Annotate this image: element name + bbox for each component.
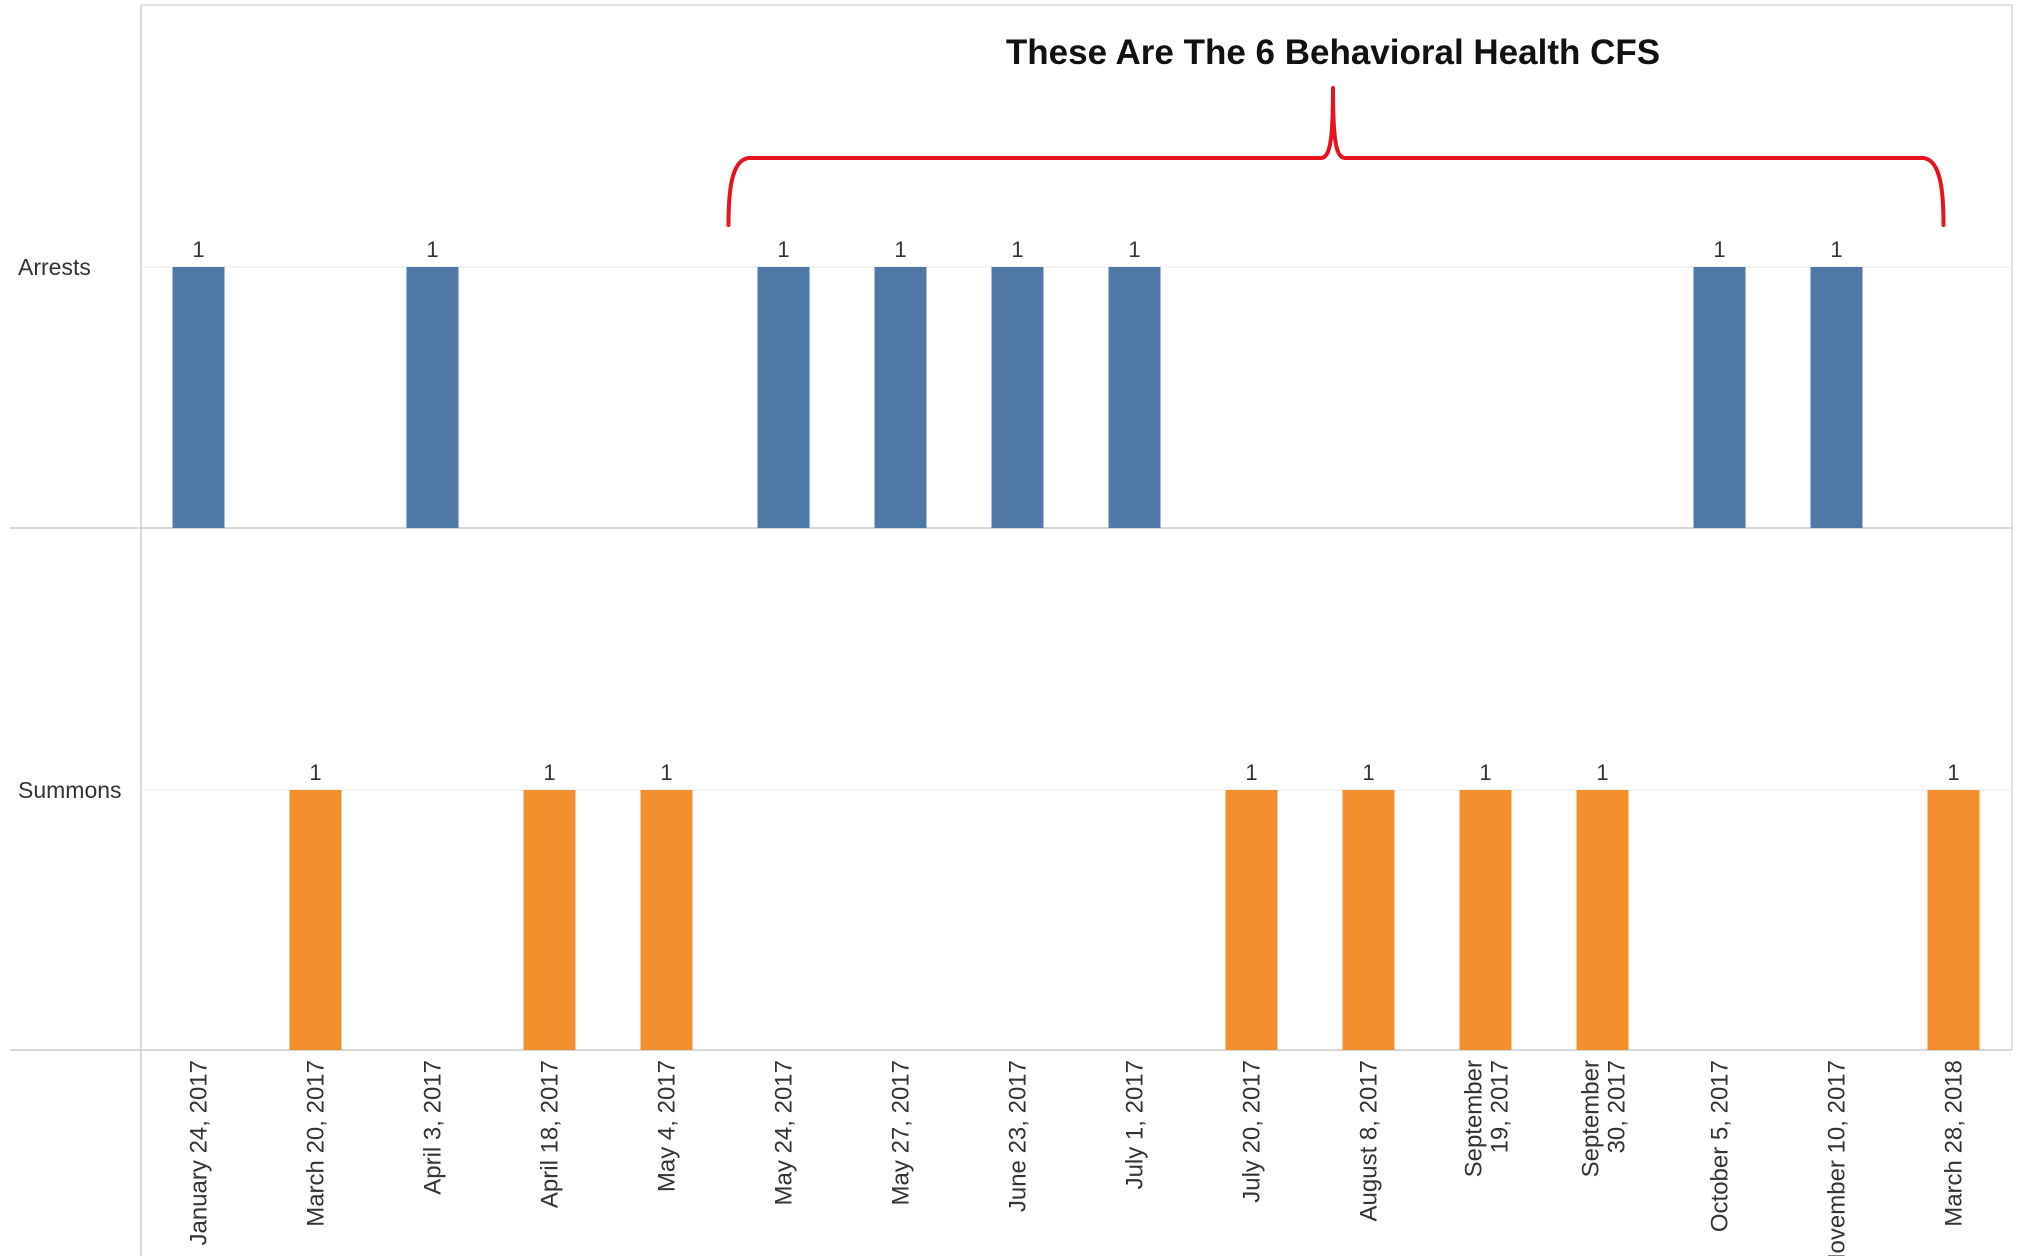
data-label-summons-september-19-2017: 1 (1479, 760, 1491, 785)
bar-summons-april-18-2017 (523, 790, 576, 1050)
bar-arrests-july-1-2017 (1108, 267, 1161, 528)
annotation-bracket (726, 86, 1946, 227)
bar-summons-august-8-2017 (1342, 790, 1395, 1050)
annotation-layer: These Are The 6 Behavioral Health CFS (726, 33, 1946, 227)
data-label-arrests-may-24-2017: 1 (777, 237, 789, 262)
x-tick-label-may-4-2017: May 4, 2017 (654, 1060, 681, 1192)
data-label-arrests-january-24-2017: 1 (192, 237, 204, 262)
bar-summons-march-20-2017 (289, 790, 342, 1050)
x-tick-label-september-30-2017: September30, 2017 (1578, 1060, 1631, 1177)
data-label-summons-july-20-2017: 1 (1245, 760, 1257, 785)
bar-summons-september-30-2017 (1576, 790, 1629, 1050)
x-tick-label-january-24-2017: January 24, 2017 (186, 1060, 213, 1245)
bar-summons-march-28-2018 (1927, 790, 1980, 1050)
bars-layer (172, 267, 1980, 1050)
bar-arrests-november-10-2017 (1810, 267, 1863, 528)
labels-layer: Arrests 1 1 1 1 1 1 1 1 Summons 1 1 1 1 1 1 1 1 January 24… (18, 237, 1968, 1256)
data-label-summons-april-18-2017: 1 (543, 760, 555, 785)
data-label-summons-september-30-2017: 1 (1596, 760, 1608, 785)
x-tick-label-march-28-2018: March 28, 2018 (1941, 1060, 1968, 1227)
x-tick-label-november-10-2017: November 10, 2017 (1824, 1060, 1851, 1256)
row-label-arrests: Arrests (18, 254, 91, 280)
data-label-summons-march-20-2017: 1 (309, 760, 321, 785)
bar-arrests-april-3-2017 (406, 267, 459, 528)
row-label-summons: Summons (18, 777, 122, 803)
x-tick-label-october-5-2017: October 5, 2017 (1707, 1060, 1734, 1232)
x-tick-label-april-3-2017: April 3, 2017 (420, 1060, 447, 1195)
x-tick-label-june-23-2017: June 23, 2017 (1005, 1060, 1032, 1212)
bar-arrests-june-23-2017 (991, 267, 1044, 528)
data-label-arrests-june-23-2017: 1 (1011, 237, 1023, 262)
data-label-arrests-april-3-2017: 1 (426, 237, 438, 262)
bar-arrests-may-24-2017 (757, 267, 810, 528)
data-label-arrests-may-27-2017: 1 (894, 237, 906, 262)
data-label-arrests-october-5-2017: 1 (1713, 237, 1725, 262)
x-tick-label-march-20-2017: March 20, 2017 (303, 1060, 330, 1227)
x-tick-label-july-1-2017: July 1, 2017 (1122, 1060, 1149, 1189)
annotation-text: These Are The 6 Behavioral Health CFS (1006, 33, 1660, 72)
x-tick-label-may-27-2017: May 27, 2017 (888, 1060, 915, 1205)
data-label-summons-august-8-2017: 1 (1362, 760, 1374, 785)
bar-arrests-october-5-2017 (1693, 267, 1746, 528)
bar-arrests-january-24-2017 (172, 267, 225, 528)
data-label-arrests-november-10-2017: 1 (1830, 237, 1842, 262)
bar-summons-july-20-2017 (1225, 790, 1278, 1050)
x-tick-label-july-20-2017: July 20, 2017 (1239, 1060, 1266, 1203)
x-tick-label-may-24-2017: May 24, 2017 (771, 1060, 798, 1205)
bar-arrests-may-27-2017 (874, 267, 927, 528)
bar-summons-september-19-2017 (1459, 790, 1512, 1050)
data-label-arrests-july-1-2017: 1 (1128, 237, 1140, 262)
data-label-summons-may-4-2017: 1 (660, 760, 672, 785)
bar-summons-may-4-2017 (640, 790, 693, 1050)
data-label-summons-march-28-2018: 1 (1947, 760, 1959, 785)
x-tick-label-april-18-2017: April 18, 2017 (537, 1060, 564, 1208)
x-tick-label-august-8-2017: August 8, 2017 (1356, 1060, 1383, 1221)
x-tick-label-september-19-2017: September19, 2017 (1461, 1060, 1514, 1177)
